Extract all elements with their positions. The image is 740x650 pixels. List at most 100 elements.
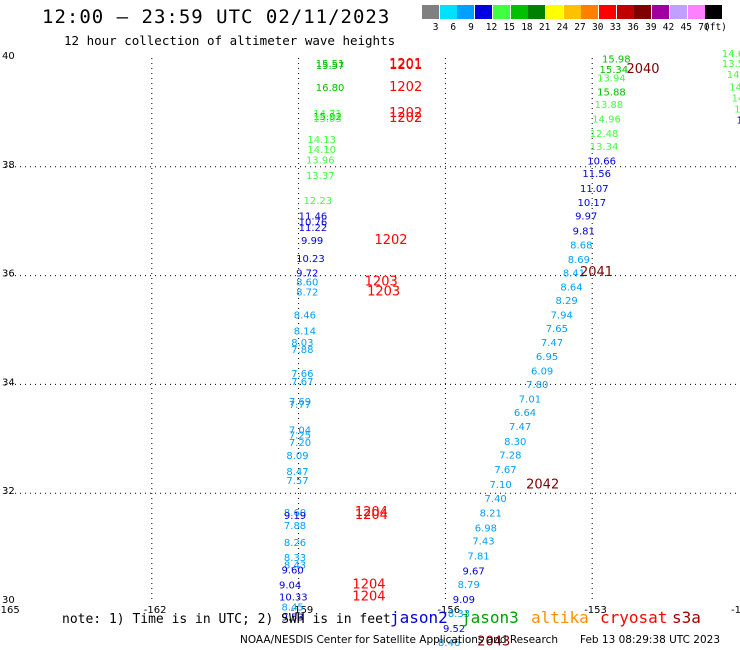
x-tick-label: -165 bbox=[0, 605, 20, 616]
wave-height-value: 14.96 bbox=[592, 115, 621, 126]
map-axes: -165 -162 -159 -156 -153 -15 30 32 34 36 38 40 bbox=[0, 51, 740, 616]
wave-height-value: 7.04 bbox=[289, 425, 311, 436]
wave-height-value: 14.5 bbox=[729, 83, 740, 94]
x-tick-label: -162 bbox=[144, 605, 167, 616]
x-tick-label: -159 bbox=[291, 605, 314, 616]
pass-time-label: 1204 bbox=[352, 577, 385, 592]
legend-tick-label: 30 bbox=[592, 22, 604, 33]
wave-height-value: 8.30 bbox=[504, 437, 526, 448]
wave-height-value: 15.98 bbox=[602, 54, 631, 65]
legend-swatch bbox=[563, 5, 581, 19]
wave-height-value: 10.76 bbox=[299, 218, 328, 229]
legend-swatch bbox=[510, 5, 528, 19]
wave-height-value: 9.53 bbox=[281, 612, 303, 623]
wave-height-value: 7.80 bbox=[526, 380, 548, 391]
legend-swatch bbox=[705, 5, 723, 19]
y-tick-label: 40 bbox=[2, 51, 15, 62]
wave-height-value: 7.77 bbox=[289, 400, 311, 411]
pass-time-label: 1202 bbox=[374, 233, 407, 248]
satellite-label-jason2: jason2 bbox=[390, 608, 448, 627]
wave-height-value: 7.28 bbox=[499, 450, 521, 461]
wave-height-value: 7.43 bbox=[472, 536, 494, 547]
wave-height-value: 14.1 bbox=[732, 94, 740, 105]
wave-height-value: 11.46 bbox=[299, 212, 328, 223]
legend-swatch bbox=[652, 5, 670, 19]
wave-height-value: 7.47 bbox=[509, 422, 531, 433]
wave-height-value: 15.03 bbox=[313, 114, 342, 125]
legend-tick-label: 33 bbox=[609, 22, 622, 33]
wave-height-value: 14.17 bbox=[727, 70, 740, 81]
page-subtitle: 12 hour collection of altimeter wave hei… bbox=[64, 33, 396, 48]
pass-time-label: 2043 bbox=[477, 635, 510, 650]
wave-height-value: 6.09 bbox=[531, 367, 553, 378]
wave-height-value: 1 bbox=[737, 115, 740, 126]
wave-height-value: 14.10 bbox=[307, 145, 336, 156]
pass-time-label: 1203 bbox=[365, 274, 398, 289]
wave-height-value: 8.60 bbox=[296, 277, 318, 288]
legend-swatch bbox=[634, 5, 652, 19]
wave-height-value: 8.03 bbox=[291, 338, 313, 349]
wave-height-value: 7.94 bbox=[551, 311, 573, 322]
wave-height-value: 8.41 bbox=[563, 269, 585, 280]
wave-height-value: 11.07 bbox=[580, 184, 609, 195]
legend-tick-label: 70 bbox=[698, 22, 710, 33]
y-tick-label: 34 bbox=[2, 377, 15, 388]
wave-height-value: 9.81 bbox=[573, 226, 595, 237]
wave-height-value: 9.09 bbox=[453, 595, 475, 606]
pass-time-label: 1204 bbox=[355, 508, 388, 523]
wave-height-value: 8.47 bbox=[286, 467, 308, 478]
legend-unit: (ft) bbox=[704, 22, 727, 33]
map-grid bbox=[5, 58, 739, 602]
legend-tick-label: 6 bbox=[450, 22, 457, 33]
legend-swatch bbox=[422, 5, 439, 19]
wave-height-value: 10.66 bbox=[587, 157, 616, 168]
x-tick-label: -15 bbox=[731, 605, 740, 616]
wave-height-value: 7.66 bbox=[291, 369, 313, 380]
wave-height-value: 10.33 bbox=[279, 592, 308, 603]
legend-tick-label: 27 bbox=[574, 22, 586, 33]
wave-height-value: 7.20 bbox=[289, 438, 311, 449]
pass-time-label: 1203 bbox=[367, 285, 400, 300]
pass-time-label: 1204 bbox=[355, 505, 388, 520]
wave-height-value: 16.80 bbox=[316, 83, 345, 94]
wave-height-value: 13.94 bbox=[597, 73, 626, 84]
wave-height-value: 8.21 bbox=[480, 509, 502, 520]
legend-tick-label: 21 bbox=[538, 22, 551, 33]
legend-tick-label: 24 bbox=[556, 22, 569, 33]
satellite-label-jason3: jason3 bbox=[461, 608, 519, 627]
wave-height-value: 8.33 bbox=[448, 609, 470, 620]
wave-height-value: 9.60 bbox=[281, 566, 303, 577]
legend-swatch bbox=[528, 5, 546, 19]
wave-height-value: 9.67 bbox=[463, 566, 485, 577]
pass-time-label: 1201 bbox=[389, 58, 422, 73]
legend-tick-label: 9 bbox=[468, 22, 474, 33]
wave-height-value: 6.95 bbox=[536, 352, 558, 363]
wave-height-value: 14.71 bbox=[313, 109, 342, 120]
wave-height-value: 7.88 bbox=[291, 345, 313, 356]
wave-height-value: 9.52 bbox=[443, 624, 465, 635]
wave-height-value: 8.64 bbox=[560, 282, 582, 293]
wave-height-value: 8.79 bbox=[458, 580, 480, 591]
wave-height-value: 7.69 bbox=[289, 397, 311, 408]
wave-height-value: 6.98 bbox=[475, 523, 497, 534]
satellite-label-s3a: s3a bbox=[672, 608, 701, 627]
wave-height-value: 7.81 bbox=[467, 552, 489, 563]
y-tick-label: 38 bbox=[2, 160, 15, 171]
time-label-layer: 1201120112021202120212021203120312041204… bbox=[352, 57, 659, 650]
satellite-label-altika: altika bbox=[531, 608, 589, 627]
legend-tick-label: 12 bbox=[485, 22, 498, 33]
legend-swatch bbox=[581, 5, 599, 19]
pass-time-label: 1201 bbox=[389, 57, 422, 72]
legend-swatch bbox=[599, 5, 616, 19]
wave-height-value: 9.04 bbox=[279, 580, 301, 591]
legend-swatch bbox=[439, 5, 457, 19]
wave-height-value: 8.33 bbox=[284, 553, 306, 564]
wave-height-value: 12.23 bbox=[303, 196, 332, 207]
wave-height-value: 10.17 bbox=[578, 198, 607, 209]
pass-time-label: 1204 bbox=[352, 589, 385, 604]
generated-timestamp: Feb 13 08:29:38 UTC 2023 bbox=[580, 634, 720, 646]
x-tick-label: -153 bbox=[584, 605, 607, 616]
wave-height-value: 7.67 bbox=[494, 465, 516, 476]
pass-time-label: 2040 bbox=[626, 62, 659, 77]
wave-height-value: 13.59 bbox=[722, 59, 740, 70]
